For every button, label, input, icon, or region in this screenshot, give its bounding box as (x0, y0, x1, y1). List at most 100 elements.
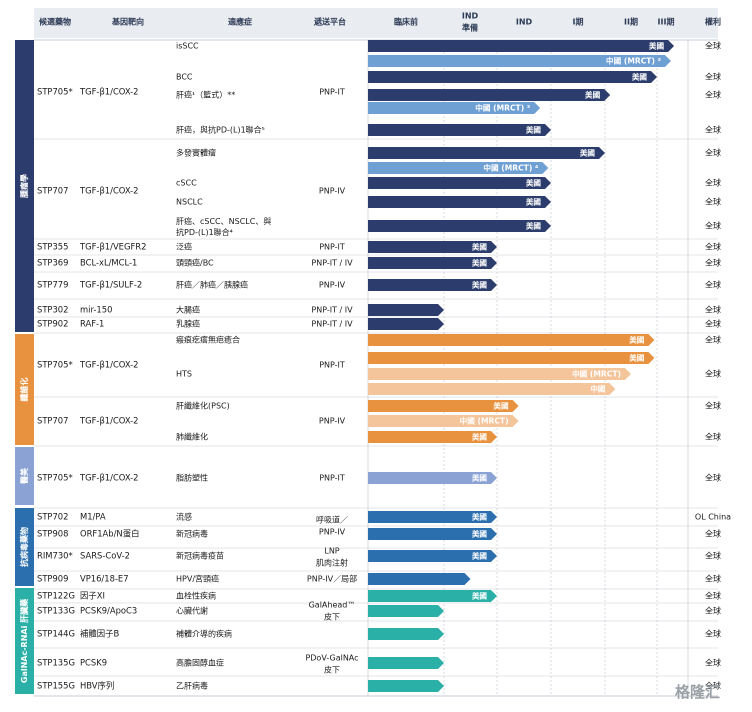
delivery-platform: PNP-IV (319, 417, 346, 426)
delivery-platform: PNP-IV (319, 528, 346, 537)
delivery-platform: PNP-IT / IV (311, 259, 353, 268)
pipeline-bar (368, 590, 497, 602)
candidate-name: STP705* (37, 473, 73, 483)
pipeline-bar (368, 124, 551, 136)
bar-label: 美國 (632, 72, 648, 82)
header-ind-prep-line2: 準備 (462, 23, 478, 33)
indication: 乳腺癌 (176, 319, 200, 329)
bar-label: 美國 (472, 529, 488, 539)
bar-label: 美國 (526, 221, 542, 231)
bar-label: 美國 (472, 512, 488, 522)
pipeline-bar (368, 89, 611, 101)
header-phase3: III期 (658, 17, 675, 27)
target-gene: TGF-β1/COX-2 (79, 87, 139, 97)
indication: 新冠病毒疫苗 (176, 551, 224, 561)
header-rights: 權利 (705, 17, 721, 27)
rights-value: 全球 (705, 369, 721, 379)
bar-label: 美國 (649, 41, 665, 51)
indication: 高膽固醇血症 (176, 658, 224, 668)
target-gene: PCSK9/ApoC3 (80, 606, 137, 616)
pipeline-bar (368, 528, 497, 540)
candidate-name: STP122G (37, 591, 75, 601)
target-gene: TGF-β1/SULF-2 (79, 280, 142, 290)
header-target: 基因靶向 (111, 17, 144, 27)
rights-value: 全球 (705, 629, 721, 639)
pipeline-bar (368, 147, 605, 159)
area-label: GalNAc-RNAi 肝臟藥 (19, 599, 29, 683)
pipeline-bar (368, 550, 497, 562)
rights-value: 全球 (705, 658, 721, 668)
delivery-platform: 肌肉注射 (316, 558, 348, 568)
watermark-text: 格隆汇 (675, 683, 720, 701)
bar-label: 美國 (580, 148, 596, 158)
area-band (15, 334, 34, 445)
indication: 脂肪塑性 (176, 473, 208, 483)
delivery-platform: GalAhead™ (309, 601, 356, 610)
rights-value: 全球 (705, 125, 721, 135)
rights-value: 全球 (705, 681, 721, 691)
bar-label: 美國 (472, 473, 488, 483)
delivery-platform: 皮下 (324, 612, 340, 622)
target-gene: TGF-β1/COX-2 (79, 186, 139, 196)
bar-label: 美國 (472, 591, 488, 601)
candidate-name: STP355 (37, 242, 68, 252)
indication: 頭頸癌/BC (176, 258, 214, 268)
indication: 心臟代謝 (176, 606, 208, 616)
bar-label: 美國 (472, 242, 488, 252)
candidate-name: STP908 (37, 529, 68, 539)
pipeline-bar (368, 605, 444, 617)
rights-value: 全球 (705, 72, 721, 82)
target-gene: ORF1Ab/N蛋白 (80, 529, 139, 539)
delivery-platform: PNP-IT / IV (311, 320, 353, 329)
candidate-name: STP707 (37, 186, 68, 196)
delivery-platform: PNP-IT (319, 474, 345, 483)
delivery-platform: PNP-IT (319, 88, 345, 97)
pipeline-bar (368, 431, 497, 443)
delivery-platform: PNP-IT (319, 361, 345, 370)
pipeline-bar (368, 472, 497, 484)
pipeline-bar (368, 368, 631, 380)
pipeline-bar (368, 279, 497, 291)
rights-value: 全球 (705, 90, 721, 100)
pipeline-bar (368, 400, 519, 412)
delivery-platform: PNP-IV (319, 187, 346, 196)
area-band (15, 508, 34, 586)
rights-value: 全球 (705, 529, 721, 539)
rights-value: 全球 (705, 551, 721, 561)
pipeline-bar (368, 304, 444, 316)
area-label: 腫瘤學 (19, 174, 29, 198)
indication: cSCC (176, 179, 197, 188)
pipeline-bar (368, 334, 655, 346)
indication: 多發實體瘤 (176, 148, 216, 158)
target-gene: TGF-β1/VEGFR2 (79, 242, 146, 252)
indication: 肝癌，與抗PD-(L)1聯合⁵ (176, 125, 265, 135)
target-gene: TGF-β1/COX-2 (79, 360, 139, 370)
target-gene: 因子XI (80, 591, 105, 601)
candidate-name: STP135G (37, 658, 75, 668)
indication: 流感 (176, 512, 192, 522)
area-band (15, 447, 34, 505)
candidate-name: STP302 (37, 305, 68, 315)
delivery-platform: PNP-IV／局部 (307, 574, 357, 584)
target-gene: M1/PA (80, 512, 106, 522)
target-gene: SARS-CoV-2 (80, 551, 130, 561)
target-gene: mir-150 (80, 305, 112, 315)
pipeline-bar (368, 383, 616, 395)
target-gene: BCL-xL/MCL-1 (80, 258, 137, 268)
candidate-name: STP144G (37, 629, 75, 639)
indication: 肝癌／肺癌／胰腺癌 (176, 280, 248, 290)
bar-label: 中國 (MRCT) ³ (606, 56, 661, 66)
bar-label: 中國 (MRCT) ⁴ (483, 163, 539, 173)
rights-value: 全球 (705, 319, 721, 329)
candidate-name: STP909 (37, 574, 68, 584)
indication: HTS (176, 370, 192, 379)
target-gene: RAF-1 (80, 319, 104, 329)
candidate-name: STP702 (37, 512, 68, 522)
bar-label: 中國 (590, 384, 606, 394)
header-candidate: 候選藥物 (39, 17, 71, 27)
delivery-platform: PNP-IT (319, 243, 345, 252)
candidate-name: STP902 (37, 319, 68, 329)
target-gene: HBV序列 (80, 681, 114, 691)
header-phase2: II期 (624, 17, 638, 27)
